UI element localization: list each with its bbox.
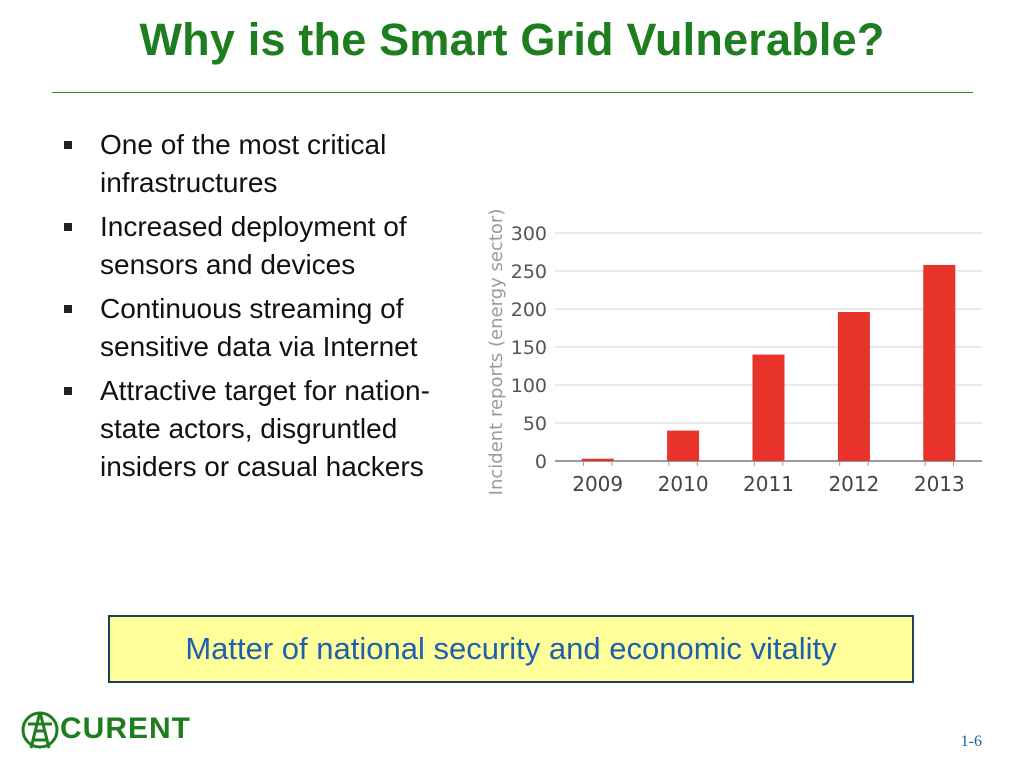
bar-2013 (923, 264, 956, 461)
tower-logo-icon (21, 711, 59, 749)
x-tick-label: 2009 (572, 472, 623, 496)
bar-2012 (837, 312, 870, 461)
page-number: 1-6 (960, 733, 982, 750)
bar-2010 (667, 430, 700, 461)
bar-2009 (581, 458, 614, 461)
square-bullet-icon (64, 387, 72, 395)
bullet-text: Attractive target for nation-state actor… (100, 375, 430, 482)
x-tick-label: 2011 (743, 472, 794, 496)
bullet-text: Continuous streaming of sensitive data v… (100, 293, 418, 362)
bullet-list: One of the most critical infrastructures… (60, 126, 460, 492)
bullet-item: Attractive target for nation-state actor… (60, 372, 460, 486)
incident-chart: 0 50 100 150 200 250 300 2009 2010 2011 2012 2013 In… (480, 195, 990, 515)
y-tick-label: 150 (511, 337, 547, 359)
bullet-item: One of the most critical infrastructures (60, 126, 460, 202)
x-tick-label: 2012 (828, 472, 879, 496)
bar-2011 (752, 354, 785, 461)
y-axis-label: Incident reports (energy sector) (486, 209, 507, 496)
callout-text: Matter of national security and economic… (185, 631, 837, 666)
callout-box: Matter of national security and economic… (108, 615, 914, 683)
bar-chart-svg: 0 50 100 150 200 250 300 2009 2010 2011 2012 2013 In… (486, 209, 982, 496)
curent-logo: CURENT (20, 704, 210, 754)
square-bullet-icon (64, 305, 72, 313)
bullet-item: Continuous streaming of sensitive data v… (60, 290, 460, 366)
square-bullet-icon (64, 141, 72, 149)
x-tick-label: 2010 (658, 472, 709, 496)
y-tick-label: 100 (511, 375, 547, 397)
y-tick-label: 300 (511, 223, 547, 245)
bullet-text: One of the most critical infrastructures (100, 129, 387, 198)
bullet-text: Increased deployment of sensors and devi… (100, 211, 407, 280)
title-divider (52, 92, 973, 93)
y-tick-label: 200 (511, 299, 547, 321)
y-tick-label: 0 (535, 451, 547, 473)
y-tick-label: 50 (523, 413, 547, 435)
bullet-item: Increased deployment of sensors and devi… (60, 208, 460, 284)
y-tick-label: 250 (511, 261, 547, 283)
logo-wordmark: CURENT (60, 712, 191, 745)
slide-title: Why is the Smart Grid Vulnerable? (139, 14, 885, 65)
square-bullet-icon (64, 223, 72, 231)
x-tick-label: 2013 (914, 472, 965, 496)
